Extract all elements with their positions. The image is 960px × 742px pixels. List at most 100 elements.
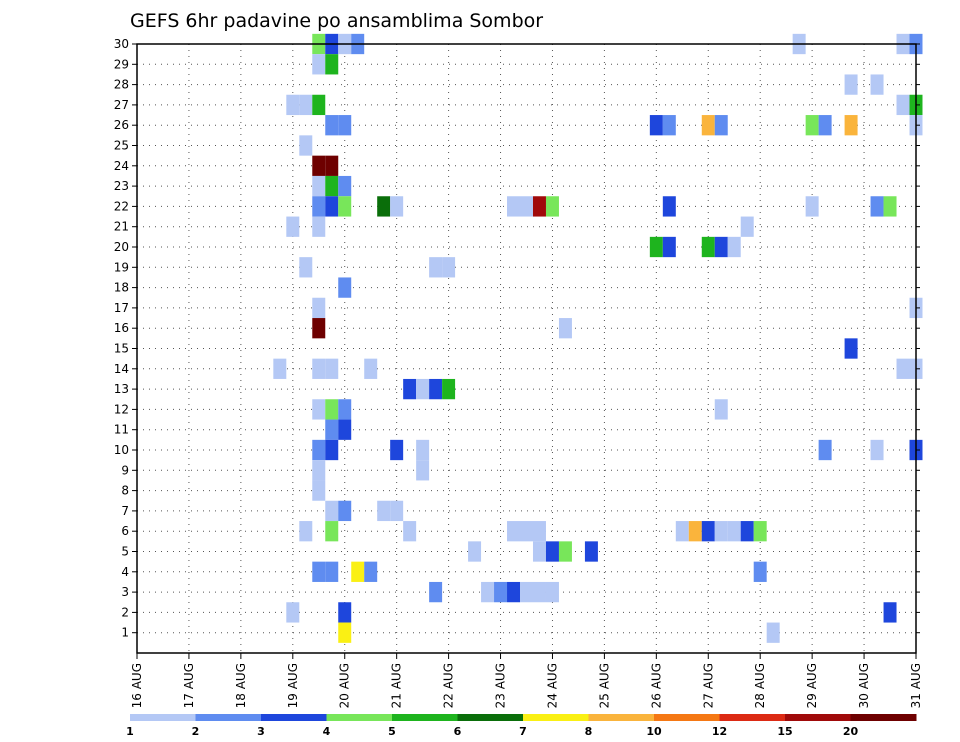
heat-cell (545, 196, 559, 217)
y-tick-label: 1 (121, 626, 129, 640)
legend-label: 12 (712, 725, 727, 738)
heat-cell (273, 358, 287, 379)
heat-cell (338, 115, 352, 136)
chart-title: GEFS 6hr padavine po ansamblima Sombor (130, 10, 543, 32)
color-legend: 1 2 3 4 5 6 7 8 10 12 15 20 (126, 714, 917, 738)
heat-cell (558, 318, 572, 339)
heat-cell (377, 196, 391, 217)
heat-cell (325, 358, 339, 379)
heat-cell (338, 500, 352, 522)
legend-swatch (392, 714, 458, 721)
heat-cell (429, 257, 443, 278)
heat-cell (662, 236, 676, 258)
heat-cell (312, 439, 326, 461)
heat-cell (325, 115, 339, 136)
heat-cell (883, 196, 897, 217)
heat-cell (338, 175, 352, 197)
heat-cell (818, 115, 832, 136)
heat-cell (507, 521, 521, 542)
heat-cell (429, 581, 443, 603)
x-tick-label: 16 AUG (130, 663, 144, 708)
heat-cell (286, 216, 300, 237)
y-tick-label: 14 (114, 362, 129, 376)
heat-cell (312, 561, 326, 582)
heat-cell (312, 399, 326, 420)
legend-label: 3 (257, 725, 265, 738)
y-tick-label: 28 (114, 78, 129, 92)
y-tick-label: 24 (114, 159, 129, 173)
y-tick-label: 29 (114, 57, 129, 71)
heat-cell (532, 581, 546, 603)
heat-cell (364, 561, 378, 582)
heat-cell (325, 399, 339, 420)
y-tick-label: 17 (114, 301, 129, 315)
heat-cell (416, 378, 430, 400)
heat-cell (312, 155, 326, 176)
heat-cell (545, 581, 559, 603)
y-tick-label: 4 (121, 565, 129, 579)
legend-label: 6 (454, 725, 462, 738)
heat-cell (416, 460, 430, 481)
heat-cell (312, 460, 326, 481)
heat-cell (338, 277, 352, 298)
heat-cell (312, 196, 326, 217)
legend-swatch (130, 714, 196, 721)
heat-cell (416, 439, 430, 461)
heat-cell (558, 541, 572, 562)
heat-cell (870, 439, 884, 461)
legend-label: 5 (388, 725, 396, 738)
x-tick-label: 18 AUG (234, 663, 248, 708)
legend-swatch (326, 714, 393, 721)
y-tick-label: 23 (114, 179, 129, 193)
heat-cell (520, 196, 533, 217)
x-tick-label: 20 AUG (338, 663, 352, 708)
heat-cell (896, 94, 910, 116)
heat-cell (532, 521, 546, 542)
heat-cell (312, 54, 326, 75)
data-cells (273, 33, 923, 643)
heat-cell (299, 257, 313, 278)
x-tick-label: 27 AUG (701, 663, 715, 708)
y-tick-label: 10 (114, 443, 129, 457)
heat-cell (325, 155, 339, 176)
heat-cell (701, 115, 715, 136)
y-axis: 1234567891011121314151617181920212223242… (114, 37, 920, 640)
x-axis: 16 AUG 17 AUG 18 AUG 19 AUG 20 AUG 21 AUG 22 A… (130, 653, 923, 708)
y-tick-label: 11 (114, 423, 129, 437)
y-tick-label: 2 (121, 605, 129, 619)
y-tick-label: 18 (114, 281, 129, 295)
legend-label: 1 (126, 725, 134, 738)
heat-cell (325, 196, 339, 217)
legend-label: 15 (777, 725, 792, 738)
heat-cell (727, 236, 741, 258)
x-tick-label: 17 AUG (182, 663, 196, 708)
legend-swatch (457, 714, 524, 721)
heat-cell (818, 439, 832, 461)
heat-cell (403, 521, 417, 542)
heat-cell (649, 236, 663, 258)
heat-cell (390, 500, 404, 522)
heat-cell (429, 378, 443, 400)
heat-cell (338, 622, 352, 643)
heat-cell (442, 257, 456, 278)
legend-swatch (654, 714, 720, 721)
heat-cell (468, 541, 482, 562)
y-tick-label: 27 (114, 98, 129, 112)
heat-cell (325, 500, 339, 522)
heat-cell (740, 216, 754, 237)
heat-cell (325, 561, 339, 582)
heat-cell (312, 358, 326, 379)
y-tick-label: 3 (121, 585, 129, 599)
heat-cell (403, 378, 417, 400)
heat-cell (390, 196, 404, 217)
legend-label: 20 (843, 725, 859, 738)
x-tick-label: 22 AUG (442, 663, 456, 708)
heat-cell (312, 94, 326, 116)
y-tick-label: 22 (114, 199, 129, 213)
heat-cell (494, 581, 508, 603)
legend-label: 2 (192, 725, 200, 738)
x-tick-label: 23 AUG (494, 663, 508, 708)
y-tick-label: 21 (114, 220, 129, 234)
heat-cell (662, 196, 676, 217)
